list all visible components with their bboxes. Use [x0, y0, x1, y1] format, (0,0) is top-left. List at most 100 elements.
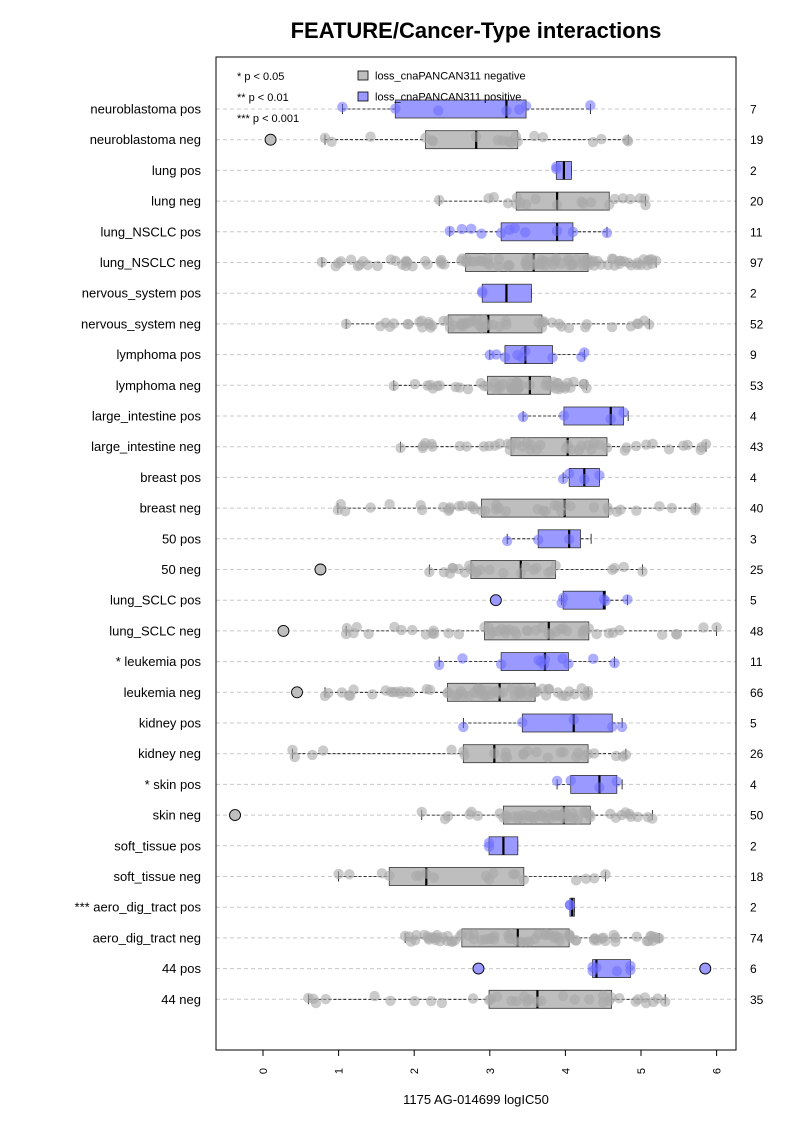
observation-point	[565, 775, 576, 786]
observation-point	[477, 285, 488, 297]
observation-point	[555, 506, 567, 518]
group-labels: neuroblastoma pos neuroblastoma neg lung p…	[75, 102, 202, 1007]
observation-point	[615, 504, 626, 515]
group-label: neuroblastoma pos	[90, 102, 201, 117]
observation-point	[631, 931, 642, 942]
observation-point	[320, 993, 331, 1005]
observation-point	[500, 627, 511, 639]
x-tick-label: 2	[409, 1068, 421, 1074]
observation-point	[433, 105, 444, 116]
observation-point	[326, 136, 337, 148]
observation-point	[633, 318, 644, 330]
group-label: soft_tissue neg	[114, 869, 201, 884]
legend-series-name: loss_cnaPANCAN311 positive	[375, 92, 521, 104]
observation-point	[620, 807, 631, 818]
observation-point	[587, 136, 599, 148]
observation-point	[444, 225, 455, 237]
observation-point	[621, 134, 633, 146]
observation-point	[464, 255, 476, 267]
observation-point	[376, 868, 388, 879]
observation-point	[557, 990, 569, 1002]
observation-point	[441, 935, 453, 947]
observation-point	[436, 997, 448, 1009]
observation-point	[308, 993, 319, 1005]
group-count: 4	[750, 471, 757, 485]
observation-point	[509, 625, 520, 637]
observation-point	[569, 994, 580, 1005]
group-count: 97	[750, 256, 764, 270]
observation-point	[427, 441, 438, 452]
observation-point	[339, 506, 351, 517]
observation-point	[367, 689, 378, 700]
observation-point	[475, 377, 486, 389]
observation-point	[417, 440, 429, 452]
observation-point	[471, 567, 482, 578]
observation-point	[585, 100, 596, 111]
observation-point	[567, 226, 579, 238]
group-count: 18	[750, 870, 764, 884]
observation-point	[478, 441, 490, 452]
observation-point	[594, 470, 605, 481]
observation-point	[502, 261, 514, 272]
observation-point	[472, 810, 483, 822]
chart-title: FEATURE/Cancer-Type interactions	[291, 18, 662, 43]
group-count: 6	[750, 962, 757, 976]
observation-point	[579, 473, 590, 485]
observation-point	[614, 625, 625, 636]
group-count: 9	[750, 348, 757, 362]
observation-point	[589, 933, 600, 944]
group-label: large_intestine neg	[91, 439, 201, 454]
observation-point	[572, 813, 584, 825]
observation-point	[690, 505, 701, 516]
observation-point	[409, 378, 421, 390]
outlier-point	[472, 962, 485, 975]
outlier-point	[489, 594, 502, 607]
observation-point	[506, 995, 517, 1006]
group-label: nervous_system neg	[81, 316, 201, 331]
observation-point	[671, 629, 683, 640]
observation-point	[513, 104, 525, 115]
observation-point	[584, 809, 595, 820]
observation-point	[464, 809, 475, 820]
outlier-point	[229, 809, 241, 822]
observation-point	[438, 501, 449, 513]
observation-point	[551, 775, 563, 787]
observation-point	[477, 256, 488, 267]
group-label: 44 neg	[161, 992, 201, 1007]
observation-point	[527, 688, 538, 699]
group-label: kidney pos	[139, 716, 202, 731]
observation-point	[396, 624, 407, 636]
observation-point	[385, 686, 397, 698]
observation-point	[433, 659, 445, 671]
observation-point	[576, 351, 587, 363]
observation-point	[365, 131, 376, 142]
observation-point	[611, 965, 623, 977]
observation-point	[501, 105, 512, 116]
observation-point	[517, 411, 529, 423]
observation-point	[551, 199, 563, 211]
observation-point	[551, 225, 563, 237]
observation-point	[711, 622, 722, 633]
observation-point	[551, 626, 562, 637]
observation-point	[576, 683, 587, 694]
observation-point	[423, 317, 434, 328]
observation-point	[621, 442, 632, 453]
observation-point	[438, 315, 449, 327]
observation-point	[558, 410, 570, 421]
observation-point	[513, 810, 524, 822]
group-count: 35	[750, 993, 764, 1007]
group-count: 3	[750, 532, 757, 546]
observation-point	[453, 500, 465, 512]
observation-point	[618, 561, 629, 573]
observation-point	[634, 193, 646, 204]
outlier-point	[277, 624, 290, 637]
observation-point	[536, 322, 548, 333]
observation-point	[531, 562, 542, 574]
significance-legend-item: * p < 0.05	[237, 71, 284, 83]
observation-point	[514, 686, 525, 697]
observation-point	[647, 438, 658, 450]
observation-point	[330, 260, 341, 272]
observation-point	[625, 960, 636, 972]
observation-point	[609, 657, 620, 669]
group-label: *** aero_dig_tract pos	[75, 900, 202, 915]
